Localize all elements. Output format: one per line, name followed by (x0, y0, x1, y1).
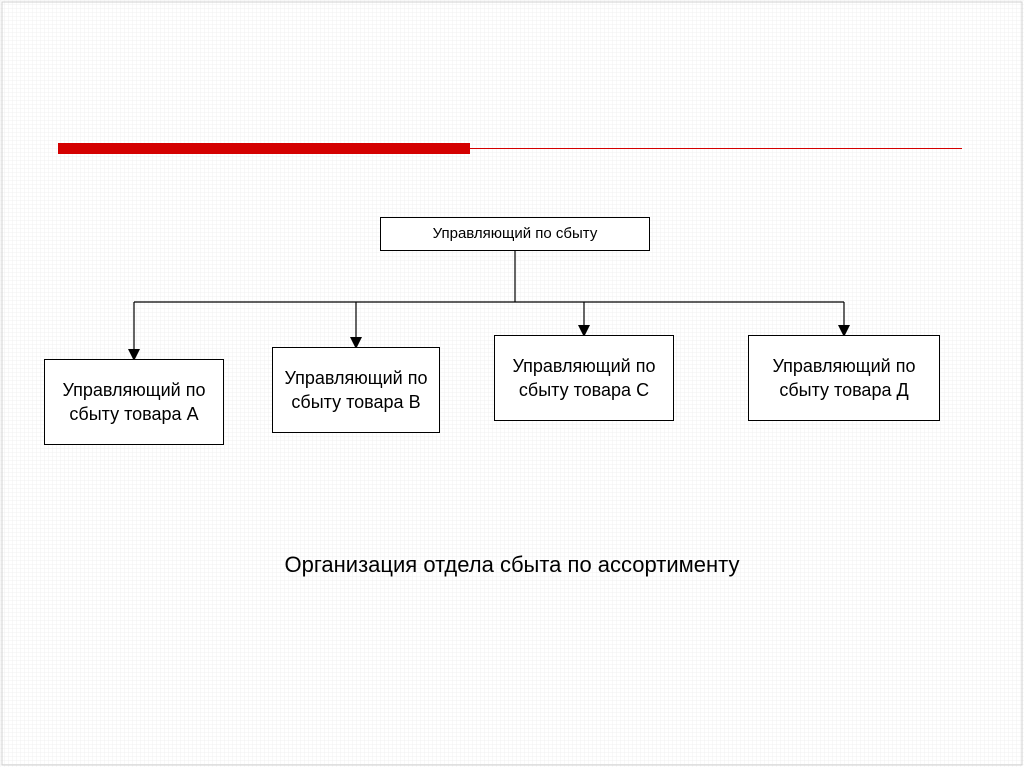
org-child-label: Управляющий по сбыту товара С (505, 354, 663, 403)
org-child-label: Управляющий по сбыту товара Д (759, 354, 929, 403)
org-child-label: Управляющий по сбыту товара В (283, 366, 429, 415)
org-child-label: Управляющий по сбыту товара А (55, 378, 213, 427)
org-child-node-a: Управляющий по сбыту товара А (44, 359, 224, 445)
divider-thin (470, 148, 962, 149)
org-child-node-b: Управляющий по сбыту товара В (272, 347, 440, 433)
diagram-caption: Организация отдела сбыта по ассортименту (0, 552, 1024, 578)
org-child-node-d: Управляющий по сбыту товара Д (748, 335, 940, 421)
org-root-node: Управляющий по сбыту (380, 217, 650, 251)
caption-text: Организация отдела сбыта по ассортименту (285, 552, 740, 577)
divider-thick (58, 143, 470, 154)
org-child-node-c: Управляющий по сбыту товара С (494, 335, 674, 421)
org-root-label: Управляющий по сбыту (433, 224, 598, 244)
